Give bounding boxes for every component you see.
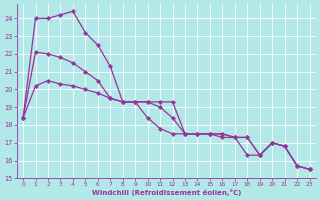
- X-axis label: Windchill (Refroidissement éolien,°C): Windchill (Refroidissement éolien,°C): [92, 189, 241, 196]
